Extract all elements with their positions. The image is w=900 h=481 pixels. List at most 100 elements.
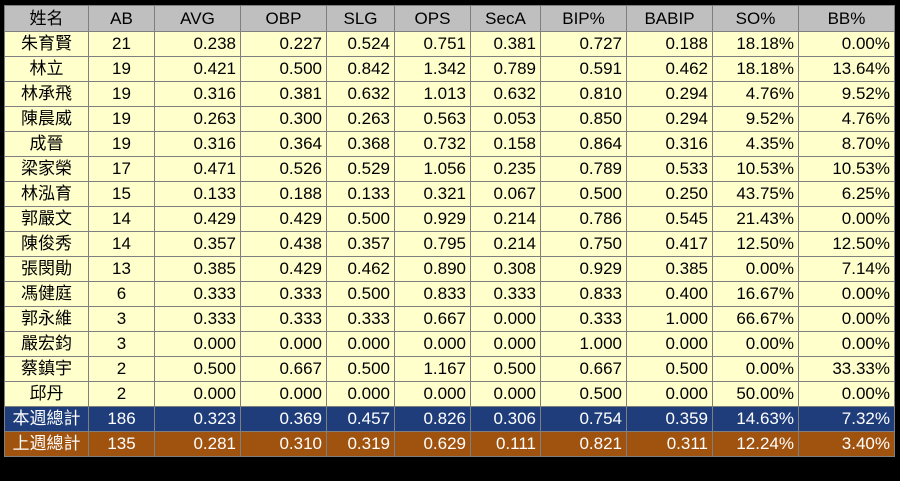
cell-slg: 0.529 — [326, 156, 395, 182]
total-cell-ab: 135 — [88, 431, 155, 457]
cell-bip-pct: 0.850 — [540, 106, 627, 132]
cell-bip-pct: 0.750 — [540, 231, 627, 257]
total-cell-bip-pct: 0.754 — [540, 406, 627, 432]
total-cell-bb-pct: 3.40% — [798, 431, 895, 457]
cell-name: 郭永維 — [4, 306, 89, 332]
total-cell-ops: 0.826 — [394, 406, 471, 432]
cell-bb-pct: 8.70% — [798, 131, 895, 157]
table-row: 林承飛 19 0.316 0.381 0.632 1.013 0.632 0.810 0.294… — [4, 81, 895, 107]
cell-name: 張閔勛 — [4, 256, 89, 282]
column-header-obp: OBP — [240, 5, 327, 32]
cell-name: 邱丹 — [4, 381, 89, 407]
cell-ops: 1.056 — [394, 156, 471, 182]
total-cell-seca: 0.111 — [470, 431, 541, 457]
cell-so-pct: 50.00% — [712, 381, 799, 407]
cell-seca: 0.214 — [470, 231, 541, 257]
table-row: 邱丹 2 0.000 0.000 0.000 0.000 0.000 0.500 0.000 50… — [4, 381, 895, 407]
cell-name: 成晉 — [4, 131, 89, 157]
total-cell-slg: 0.319 — [326, 431, 395, 457]
table-row: 郭永維 3 0.333 0.333 0.333 0.667 0.000 0.333 1.000 6… — [4, 306, 895, 332]
cell-bb-pct: 4.76% — [798, 106, 895, 132]
cell-obp: 0.500 — [240, 56, 327, 82]
cell-babip: 0.000 — [626, 381, 713, 407]
cell-ab: 3 — [88, 331, 155, 357]
cell-seca: 0.158 — [470, 131, 541, 157]
column-header-ab: AB — [88, 5, 155, 32]
cell-bip-pct: 0.591 — [540, 56, 627, 82]
total-cell-obp: 0.310 — [240, 431, 327, 457]
cell-so-pct: 12.50% — [712, 231, 799, 257]
cell-so-pct: 0.00% — [712, 256, 799, 282]
column-header-avg: AVG — [154, 5, 241, 32]
cell-babip: 1.000 — [626, 306, 713, 332]
cell-seca: 0.000 — [470, 381, 541, 407]
cell-so-pct: 18.18% — [712, 31, 799, 57]
total-cell-seca: 0.306 — [470, 406, 541, 432]
cell-babip: 0.316 — [626, 131, 713, 157]
cell-obp: 0.333 — [240, 281, 327, 307]
cell-ops: 0.000 — [394, 331, 471, 357]
cell-avg: 0.238 — [154, 31, 241, 57]
cell-so-pct: 66.67% — [712, 306, 799, 332]
cell-bip-pct: 0.929 — [540, 256, 627, 282]
cell-avg: 0.000 — [154, 381, 241, 407]
cell-bb-pct: 6.25% — [798, 181, 895, 207]
cell-obp: 0.381 — [240, 81, 327, 107]
cell-ops: 0.833 — [394, 281, 471, 307]
total-cell-avg: 0.323 — [154, 406, 241, 432]
cell-bip-pct: 0.500 — [540, 381, 627, 407]
cell-ab: 3 — [88, 306, 155, 332]
cell-avg: 0.133 — [154, 181, 241, 207]
column-header-seca: SecA — [470, 5, 541, 32]
cell-seca: 0.333 — [470, 281, 541, 307]
cell-ops: 0.732 — [394, 131, 471, 157]
batting-stats-table: 姓名 AB AVG OBP SLG OPS SecA BIP% BABIP SO% BB% 朱育賢 2… — [4, 5, 895, 457]
cell-ops: 1.342 — [394, 56, 471, 82]
cell-name: 梁家榮 — [4, 156, 89, 182]
cell-seca: 0.632 — [470, 81, 541, 107]
cell-obp: 0.227 — [240, 31, 327, 57]
cell-babip: 0.385 — [626, 256, 713, 282]
cell-name: 林承飛 — [4, 81, 89, 107]
cell-slg: 0.000 — [326, 381, 395, 407]
cell-obp: 0.333 — [240, 306, 327, 332]
cell-avg: 0.333 — [154, 306, 241, 332]
table-row: 林立 19 0.421 0.500 0.842 1.342 0.789 0.591 0.462 1… — [4, 56, 895, 82]
cell-name: 朱育賢 — [4, 31, 89, 57]
cell-ops: 0.929 — [394, 206, 471, 232]
cell-obp: 0.188 — [240, 181, 327, 207]
cell-avg: 0.429 — [154, 206, 241, 232]
cell-slg: 0.500 — [326, 281, 395, 307]
cell-bip-pct: 0.833 — [540, 281, 627, 307]
table-row: 陳俊秀 14 0.357 0.438 0.357 0.795 0.214 0.750 0.417… — [4, 231, 895, 257]
table-row: 陳晨威 19 0.263 0.300 0.263 0.563 0.053 0.850 0.294… — [4, 106, 895, 132]
cell-ab: 19 — [88, 106, 155, 132]
table-body: 朱育賢 21 0.238 0.227 0.524 0.751 0.381 0.727 0.188… — [4, 31, 895, 407]
cell-avg: 0.500 — [154, 356, 241, 382]
cell-obp: 0.000 — [240, 331, 327, 357]
cell-seca: 0.381 — [470, 31, 541, 57]
cell-seca: 0.500 — [470, 356, 541, 382]
total-cell-babip: 0.359 — [626, 406, 713, 432]
cell-babip: 0.462 — [626, 56, 713, 82]
cell-avg: 0.385 — [154, 256, 241, 282]
cell-ab: 19 — [88, 56, 155, 82]
cell-slg: 0.263 — [326, 106, 395, 132]
table-row: 林泓育 15 0.133 0.188 0.133 0.321 0.067 0.500 0.250… — [4, 181, 895, 207]
cell-obp: 0.429 — [240, 256, 327, 282]
cell-name: 陳俊秀 — [4, 231, 89, 257]
cell-ab: 2 — [88, 356, 155, 382]
cell-seca: 0.000 — [470, 306, 541, 332]
cell-seca: 0.308 — [470, 256, 541, 282]
cell-babip: 0.294 — [626, 81, 713, 107]
cell-obp: 0.429 — [240, 206, 327, 232]
this-week-total-row: 本週總計 186 0.323 0.369 0.457 0.826 0.306 0.754 0.3… — [4, 406, 895, 432]
cell-so-pct: 9.52% — [712, 106, 799, 132]
cell-slg: 0.500 — [326, 356, 395, 382]
cell-ops: 0.890 — [394, 256, 471, 282]
cell-ab: 14 — [88, 206, 155, 232]
cell-bb-pct: 0.00% — [798, 331, 895, 357]
cell-bip-pct: 0.333 — [540, 306, 627, 332]
cell-so-pct: 21.43% — [712, 206, 799, 232]
cell-ab: 15 — [88, 181, 155, 207]
